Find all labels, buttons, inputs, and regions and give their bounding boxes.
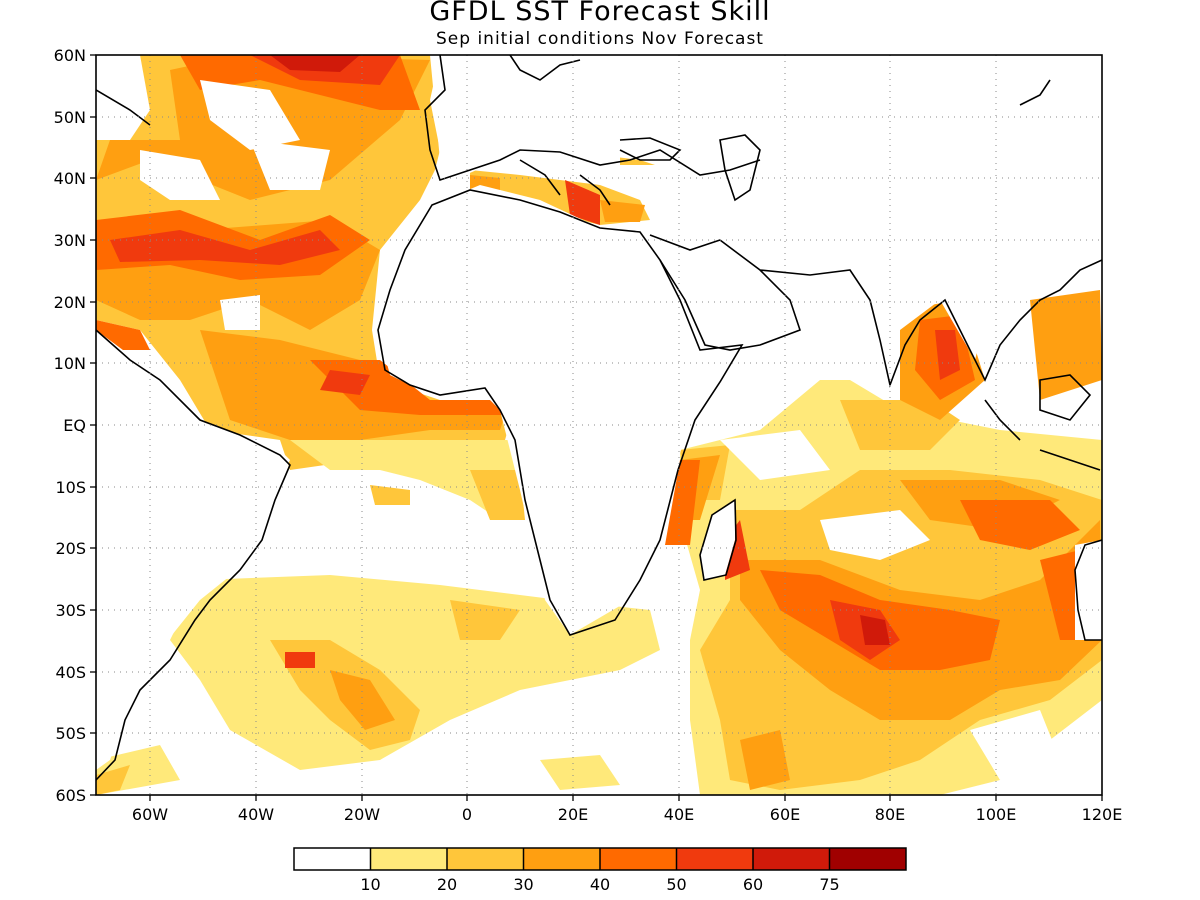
- lat-label: 40S: [55, 663, 86, 682]
- lon-label: 40W: [238, 805, 274, 824]
- colorbar-label: 50: [666, 875, 686, 894]
- colorbar-swatch: [370, 848, 447, 870]
- colorbar-swatch: [600, 848, 677, 870]
- colorbar-swatch: [523, 848, 600, 870]
- colorbar-label: 30: [513, 875, 533, 894]
- colorbar-swatch: [294, 848, 371, 870]
- skill-region-gulf-of-guinea: [290, 440, 530, 520]
- skill-region-mediterranean: [470, 175, 645, 222]
- coastline-africa: [377, 189, 744, 636]
- coastline-north: [96, 55, 1051, 126]
- coastline-indonesia: [984, 374, 1101, 471]
- lat-labels: 60N 50N 40N 30N 20N 10N EQ 10S 20S 30S 4…: [54, 46, 86, 805]
- lon-label: 40E: [664, 805, 694, 824]
- skill-region-south-atlantic: [285, 652, 315, 668]
- skill-region-south-atlantic: [330, 670, 395, 730]
- lat-label: 50N: [54, 108, 86, 127]
- chart-title: GFDL SST Forecast Skill: [429, 0, 771, 27]
- lat-label: 10S: [55, 478, 86, 497]
- skill-region-mediterranean: [565, 180, 600, 225]
- lat-label: 30N: [54, 231, 86, 250]
- coastline-arabia-asia: [649, 234, 1102, 388]
- skill-region-gulf-of-guinea: [370, 470, 525, 520]
- lat-label: 20N: [54, 293, 86, 312]
- coastline-madagascar: [699, 498, 737, 581]
- lon-label: 60E: [770, 805, 800, 824]
- colorbar-label: 75: [819, 875, 839, 894]
- skill-region-indian-ocean: [680, 290, 1102, 790]
- coastline-south-america: [96, 329, 291, 781]
- land-mask: [96, 55, 1102, 770]
- lat-label: EQ: [63, 416, 86, 435]
- lon-label: 120E: [1082, 805, 1123, 824]
- colorbar-label: 40: [590, 875, 610, 894]
- colorbar: 10 20 30 40 50 60 75: [293, 847, 907, 894]
- coastlines: [96, 55, 1102, 781]
- lat-label: 60N: [54, 46, 86, 65]
- lon-label: 20W: [344, 805, 380, 824]
- chart-subtitle: Sep initial conditions Nov Forecast: [436, 29, 764, 49]
- lat-label: 60S: [55, 786, 86, 805]
- skill-hole: [140, 80, 330, 330]
- coastline-australia: [1074, 539, 1102, 641]
- lon-label: 80E: [875, 805, 905, 824]
- lat-label: 20S: [55, 539, 86, 558]
- coastline-caspian: [719, 134, 761, 202]
- lon-labels: 60W 40W 20W 0 20E 40E 60E 80E 100E 120E: [132, 805, 1122, 824]
- lon-label: 100E: [976, 805, 1017, 824]
- skill-region-south-atlantic: [96, 600, 520, 795]
- colorbar-swatch: [676, 848, 753, 870]
- colorbar-label: 60: [743, 875, 763, 894]
- lat-label: 50S: [55, 724, 86, 743]
- skill-region-indian-ocean: [860, 615, 890, 645]
- colorbar-swatch: [829, 848, 906, 870]
- skill-field: [96, 55, 1102, 795]
- skill-region-indian-ocean: [665, 315, 1102, 670]
- skill-region-north-atlantic: [270, 55, 360, 72]
- colorbar-label: 10: [360, 875, 380, 894]
- skill-hole: [720, 430, 1060, 780]
- colorbar-swatch: [447, 848, 524, 870]
- lon-label: 60W: [132, 805, 168, 824]
- colorbar-label: 20: [437, 875, 457, 894]
- lat-label: 30S: [55, 601, 86, 620]
- lat-label: 10N: [54, 354, 86, 373]
- coastline-europe: [424, 55, 761, 206]
- lon-label: 20E: [558, 805, 588, 824]
- lat-label: 40N: [54, 169, 86, 188]
- colorbar-swatch: [753, 848, 830, 870]
- ticks: [90, 54, 1103, 801]
- lon-label: 0: [462, 805, 472, 824]
